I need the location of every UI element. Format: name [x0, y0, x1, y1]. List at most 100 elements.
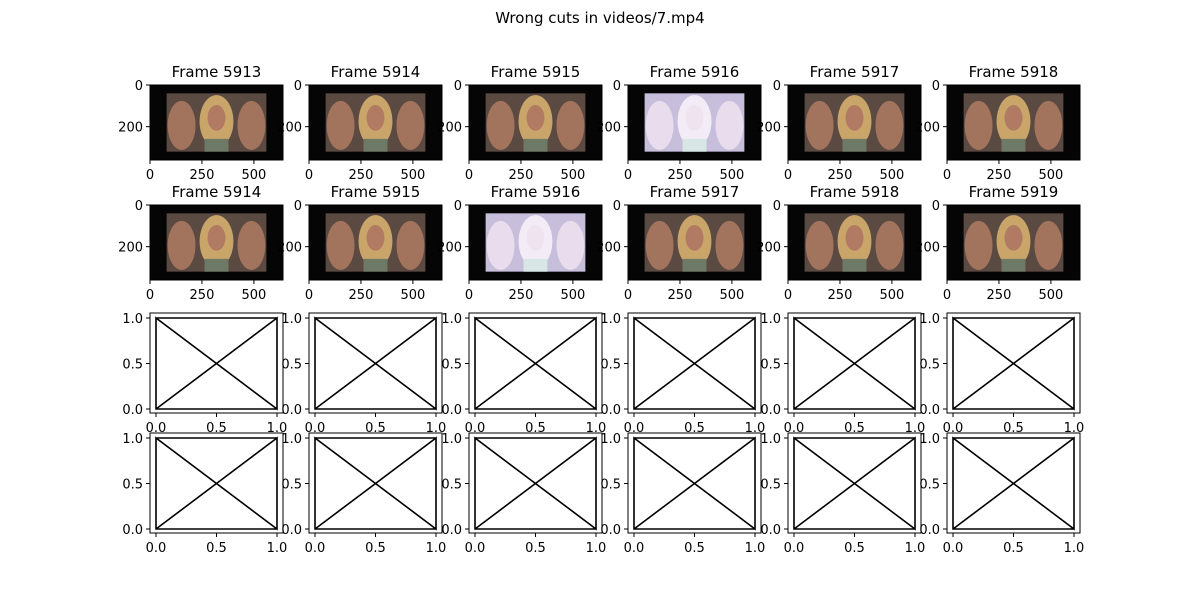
x-tick-label: 0: [784, 168, 792, 183]
x-tick-label: 0: [784, 288, 792, 303]
axes-frame: [308, 204, 443, 281]
x-tick-label: 0.5: [684, 541, 705, 556]
axes-frame: [787, 204, 922, 281]
x-tick-label: 0: [465, 288, 473, 303]
subplot-title: Frame 5913: [172, 63, 262, 81]
y-tick-label: 0: [773, 199, 781, 214]
y-tick-label: 0.5: [122, 358, 143, 373]
x-tick-label: 0.5: [206, 541, 227, 556]
y-tick-label: 0: [773, 79, 781, 94]
x-tick-label: 0: [465, 168, 473, 183]
y-tick-label: 1.0: [281, 312, 302, 327]
y-tick-label: 0: [294, 199, 302, 214]
subplot-title: Frame 5915: [331, 183, 421, 201]
x-tick-label: 500: [719, 288, 744, 303]
subplot-r2-c1: Frame 5914 0 250 500 0 200: [118, 183, 284, 303]
y-tick-label: 200: [277, 121, 302, 136]
x-tick-label: 500: [1038, 288, 1063, 303]
y-tick-label: 0.5: [281, 478, 302, 493]
x-tick-label: 250: [190, 288, 215, 303]
x-tick-label: 250: [828, 288, 853, 303]
x-tick-label: 0: [624, 168, 632, 183]
placeholder-cross-line: [314, 316, 437, 411]
axes-frame: [149, 84, 284, 161]
axes-frame: [627, 204, 762, 281]
x-tick-label: 250: [509, 168, 534, 183]
y-tick-label: 1.0: [600, 312, 621, 327]
y-tick-label: 1.0: [441, 432, 462, 447]
placeholder-cross-line: [155, 316, 278, 411]
axes-frame: [468, 204, 603, 281]
subplot-grid: Frame 5913 0 250 500 0 200 Frame 5914 0 250 500 0 2…: [118, 63, 1084, 556]
x-tick-label: 1.0: [745, 421, 766, 436]
subplot-r2-c5: Frame 5918 0 250 500 0 200: [756, 183, 922, 303]
x-tick-label: 500: [719, 168, 744, 183]
x-tick-label: 1.0: [267, 541, 288, 556]
y-tick-label: 0: [932, 199, 940, 214]
axes-frame: [946, 84, 1081, 161]
x-tick-label: 0: [943, 168, 951, 183]
x-tick-label: 0.0: [784, 421, 805, 436]
y-tick-label: 200: [118, 241, 143, 256]
placeholder-cross-line: [155, 436, 278, 531]
x-tick-label: 500: [1038, 168, 1063, 183]
y-tick-label: 0: [613, 199, 621, 214]
y-tick-label: 200: [756, 241, 781, 256]
placeholder-cross-line: [633, 316, 756, 411]
y-tick-label: 200: [915, 121, 940, 136]
y-tick-label: 0: [613, 79, 621, 94]
subplot-r3-c6: 0.0 0.5 1.0 0.0 0.5 1.0: [919, 312, 1084, 436]
axes-frame: [468, 84, 603, 161]
subplot-r4-c3: 0.0 0.5 1.0 0.0 0.5 1.0: [441, 432, 606, 556]
x-tick-label: 0.5: [525, 541, 546, 556]
x-tick-label: 0.5: [365, 421, 386, 436]
x-tick-label: 0.0: [624, 541, 645, 556]
subplot-r2-c3: Frame 5916 0 250 500 0 200: [437, 183, 603, 303]
y-tick-label: 1.0: [281, 432, 302, 447]
subplot-title: Frame 5915: [491, 63, 581, 81]
x-tick-label: 0: [146, 288, 154, 303]
axes-frame: [149, 204, 284, 281]
x-tick-label: 500: [560, 168, 585, 183]
x-tick-label: 0.0: [943, 421, 964, 436]
subplot-r2-c6: Frame 5919 0 250 500 0 200: [915, 183, 1081, 303]
x-tick-label: 1.0: [745, 541, 766, 556]
x-tick-label: 250: [668, 288, 693, 303]
placeholder-cross-line: [952, 316, 1075, 411]
y-tick-label: 200: [915, 241, 940, 256]
placeholder-cross-line: [793, 316, 916, 411]
x-tick-label: 0: [146, 168, 154, 183]
x-tick-label: 250: [509, 288, 534, 303]
y-tick-label: 1.0: [600, 432, 621, 447]
subplot-r4-c2: 0.0 0.5 1.0 0.0 0.5 1.0: [281, 432, 446, 556]
x-tick-label: 500: [241, 168, 266, 183]
x-tick-label: 0.0: [784, 541, 805, 556]
axes-frame: [308, 84, 443, 161]
x-tick-label: 250: [987, 288, 1012, 303]
video-frame-image: [485, 93, 586, 152]
x-tick-label: 0.5: [1003, 541, 1024, 556]
y-tick-label: 0.5: [600, 478, 621, 493]
subplot-r3-c1: 0.0 0.5 1.0 0.0 0.5 1.0: [122, 312, 287, 436]
x-tick-label: 1.0: [905, 421, 926, 436]
x-tick-label: 250: [668, 168, 693, 183]
video-frame-image: [963, 213, 1064, 272]
y-tick-label: 200: [118, 121, 143, 136]
subplot-title: Frame 5918: [969, 63, 1059, 81]
x-tick-label: 0.0: [465, 421, 486, 436]
y-tick-label: 200: [596, 241, 621, 256]
y-tick-label: 0.5: [600, 358, 621, 373]
y-tick-label: 0.0: [122, 523, 143, 538]
x-tick-label: 1.0: [1064, 421, 1085, 436]
y-tick-label: 0: [135, 79, 143, 94]
x-tick-label: 500: [241, 288, 266, 303]
x-tick-label: 0.0: [624, 421, 645, 436]
y-tick-label: 0.0: [441, 403, 462, 418]
x-tick-label: 500: [400, 168, 425, 183]
subplot-r3-c2: 0.0 0.5 1.0 0.0 0.5 1.0: [281, 312, 446, 436]
placeholder-cross-line: [474, 316, 597, 411]
x-tick-label: 1.0: [905, 541, 926, 556]
y-tick-label: 0: [932, 79, 940, 94]
x-tick-label: 0.0: [146, 421, 167, 436]
